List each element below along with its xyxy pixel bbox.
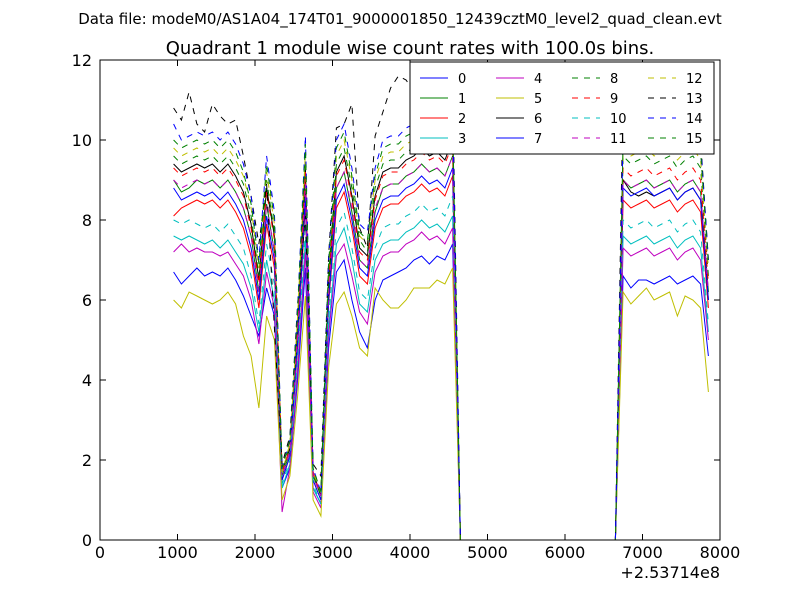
x-offset-label: +2.53714e8: [620, 563, 720, 582]
chart-title: Quadrant 1 module wise count rates with …: [166, 38, 655, 59]
series-line-9: [173, 143, 709, 541]
legend-label-5: 5: [534, 92, 542, 107]
x-tick-label: 2000: [235, 543, 276, 562]
series-layer: [173, 75, 709, 541]
legend-label-10: 10: [610, 112, 627, 127]
y-tick-label: 4: [82, 371, 92, 390]
legend-label-2: 2: [458, 112, 466, 127]
plot-frame: [99, 59, 721, 541]
legend-label-8: 8: [610, 72, 618, 87]
y-tick-label: 8: [82, 211, 92, 230]
x-tick-label: 7000: [622, 543, 663, 562]
legend-label-0: 0: [458, 72, 466, 87]
y-tick-label: 6: [82, 291, 92, 310]
data-file-caption: Data file: modeM0/AS1A04_174T01_90000018…: [78, 10, 722, 29]
legend-label-3: 3: [458, 132, 466, 147]
x-tick-label: 3000: [312, 543, 353, 562]
legend-label-1: 1: [458, 92, 466, 107]
series-line-11: [173, 155, 709, 541]
legend-label-7: 7: [534, 132, 542, 147]
x-tick-label: 1000: [157, 543, 198, 562]
legend-label-6: 6: [534, 112, 542, 127]
y-tick-label: 12: [72, 51, 92, 70]
x-tick-label: 8000: [700, 543, 741, 562]
legend-label-15: 15: [686, 132, 703, 147]
series-line-5: [173, 267, 709, 541]
series-line-4: [173, 227, 709, 541]
x-tick-label: 6000: [545, 543, 586, 562]
legend-label-9: 9: [610, 92, 618, 107]
y-tick-label: 2: [82, 451, 92, 470]
legend-frame: [409, 61, 715, 155]
ticks-layer: 0 1000 2000 3000 4000 5000 6000 7000 80000246810…: [72, 51, 741, 562]
series-line-8: [173, 131, 709, 541]
legend-label-13: 13: [686, 92, 703, 107]
x-tick-label: 0: [95, 543, 105, 562]
series-line-15: [173, 115, 709, 541]
x-tick-label: 5000: [467, 543, 508, 562]
legend-label-4: 4: [534, 72, 542, 87]
legend-label-12: 12: [686, 72, 703, 87]
x-tick-label: 4000: [390, 543, 431, 562]
y-tick-label: 10: [72, 131, 92, 150]
y-tick-label: 0: [82, 531, 92, 550]
legend-label-11: 11: [610, 132, 627, 147]
legend-label-14: 14: [686, 112, 703, 127]
